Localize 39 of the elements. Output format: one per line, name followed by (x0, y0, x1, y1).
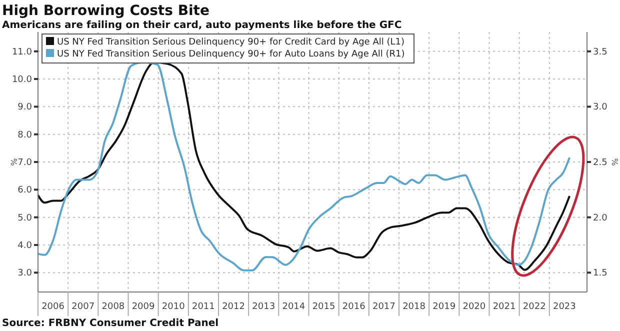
legend-label: US NY Fed Transition Serious Delinquency 90+ for Auto Loans by Age All (R1) (57, 50, 405, 60)
y-tick-label: 8.0 (18, 130, 32, 140)
x-tick-label: 2010 (162, 302, 186, 312)
x-tick-label: 2014 (282, 302, 306, 312)
x-tick-label: 2011 (192, 302, 215, 312)
y-tick-label: 3.0 (18, 268, 32, 279)
y-axis-title: % (9, 158, 18, 166)
y2-tick-label: 1.5 (593, 268, 608, 279)
legend-label: US NY Fed Transition Serious Delinquency 90+ for Credit Card by Age All (L1) (57, 38, 404, 48)
y-tick-label: 10.0 (12, 75, 32, 86)
chart-subtitle: Americans are failing on their card, auto payments like before the GFC (2, 20, 402, 31)
y2-tick-label: 3.5 (593, 47, 608, 58)
y-tick-label: 9.0 (18, 102, 32, 113)
x-tick-label: 2007 (72, 302, 95, 312)
y2-tick-label: 2.5 (593, 158, 608, 168)
x-tick-label: 2015 (312, 302, 336, 312)
x-tick-label: 2020 (462, 302, 486, 312)
x-tick-label: 2018 (402, 302, 426, 312)
x-tick-label: 2021 (492, 302, 516, 312)
y-tick-label: 5.0 (18, 213, 32, 224)
x-tick-label: 2012 (222, 302, 245, 312)
y-tick-label: 7.0 (18, 158, 32, 168)
x-tick-label: 2019 (432, 302, 456, 312)
y2-axis-title: % (610, 158, 619, 166)
x-tick-label: 2008 (102, 302, 125, 312)
x-tick-label: 2017 (372, 302, 396, 312)
x-tick-label: 2009 (132, 302, 156, 312)
source-note: Source: FRBNY Consumer Credit Panel (2, 318, 219, 329)
y-tick-label: 6.0 (18, 186, 32, 196)
y-tick-label: 4.0 (18, 240, 32, 251)
x-tick-label: 2022 (522, 302, 546, 312)
x-tick-label: 2006 (42, 302, 65, 312)
y2-tick-label: 3.0 (593, 102, 608, 113)
chart-title: High Borrowing Costs Bite (2, 3, 210, 19)
y-tick-label: 11.0 (12, 47, 32, 58)
y2-tick-label: 2.0 (593, 213, 608, 224)
x-tick-label: 2013 (252, 302, 276, 312)
x-tick-label: 2023 (552, 302, 576, 312)
x-tick-label: 2016 (342, 302, 366, 312)
